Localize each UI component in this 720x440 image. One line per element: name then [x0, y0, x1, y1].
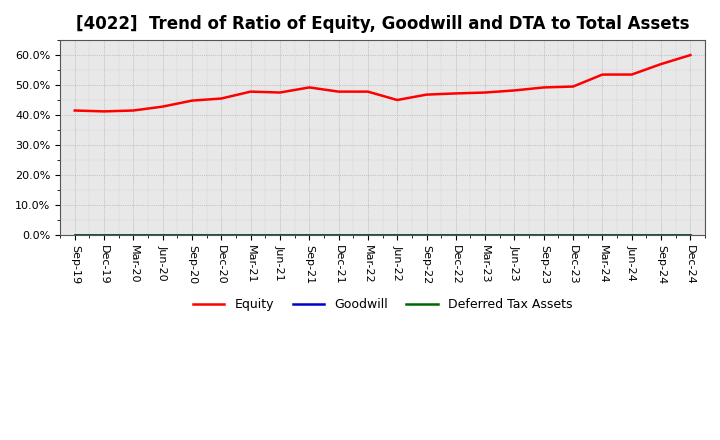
Equity [100, 109, 109, 114]
Goodwill [657, 232, 665, 238]
Deferred Tax Assets [569, 232, 577, 238]
Equity [539, 85, 548, 90]
Deferred Tax Assets [158, 232, 167, 238]
Deferred Tax Assets [627, 232, 636, 238]
Equity [364, 89, 372, 94]
Goodwill [422, 232, 431, 238]
Equity [393, 97, 402, 103]
Goodwill [276, 232, 284, 238]
Equity [451, 91, 460, 96]
Equity [598, 72, 607, 77]
Equity [305, 85, 314, 90]
Equity [158, 104, 167, 109]
Equity [510, 88, 519, 93]
Deferred Tax Assets [539, 232, 548, 238]
Goodwill [569, 232, 577, 238]
Deferred Tax Assets [422, 232, 431, 238]
Deferred Tax Assets [71, 232, 79, 238]
Goodwill [451, 232, 460, 238]
Deferred Tax Assets [510, 232, 519, 238]
Equity [217, 96, 225, 101]
Equity [71, 108, 79, 113]
Deferred Tax Assets [276, 232, 284, 238]
Goodwill [539, 232, 548, 238]
Equity [569, 84, 577, 89]
Deferred Tax Assets [451, 232, 460, 238]
Deferred Tax Assets [481, 232, 490, 238]
Goodwill [334, 232, 343, 238]
Equity [657, 62, 665, 67]
Goodwill [188, 232, 197, 238]
Goodwill [481, 232, 490, 238]
Deferred Tax Assets [393, 232, 402, 238]
Deferred Tax Assets [334, 232, 343, 238]
Deferred Tax Assets [129, 232, 138, 238]
Goodwill [598, 232, 607, 238]
Equity [627, 72, 636, 77]
Title: [4022]  Trend of Ratio of Equity, Goodwill and DTA to Total Assets: [4022] Trend of Ratio of Equity, Goodwil… [76, 15, 689, 33]
Goodwill [393, 232, 402, 238]
Deferred Tax Assets [217, 232, 225, 238]
Legend: Equity, Goodwill, Deferred Tax Assets: Equity, Goodwill, Deferred Tax Assets [188, 293, 577, 316]
Equity [481, 90, 490, 95]
Deferred Tax Assets [246, 232, 255, 238]
Goodwill [305, 232, 314, 238]
Equity [129, 108, 138, 113]
Goodwill [364, 232, 372, 238]
Equity [188, 98, 197, 103]
Deferred Tax Assets [657, 232, 665, 238]
Goodwill [246, 232, 255, 238]
Deferred Tax Assets [598, 232, 607, 238]
Goodwill [510, 232, 519, 238]
Equity [686, 52, 695, 58]
Goodwill [129, 232, 138, 238]
Goodwill [158, 232, 167, 238]
Deferred Tax Assets [188, 232, 197, 238]
Goodwill [100, 232, 109, 238]
Deferred Tax Assets [305, 232, 314, 238]
Goodwill [686, 232, 695, 238]
Line: Equity: Equity [75, 55, 690, 111]
Goodwill [627, 232, 636, 238]
Deferred Tax Assets [100, 232, 109, 238]
Deferred Tax Assets [364, 232, 372, 238]
Equity [422, 92, 431, 97]
Goodwill [71, 232, 79, 238]
Goodwill [217, 232, 225, 238]
Equity [276, 90, 284, 95]
Deferred Tax Assets [686, 232, 695, 238]
Equity [246, 89, 255, 94]
Equity [334, 89, 343, 94]
